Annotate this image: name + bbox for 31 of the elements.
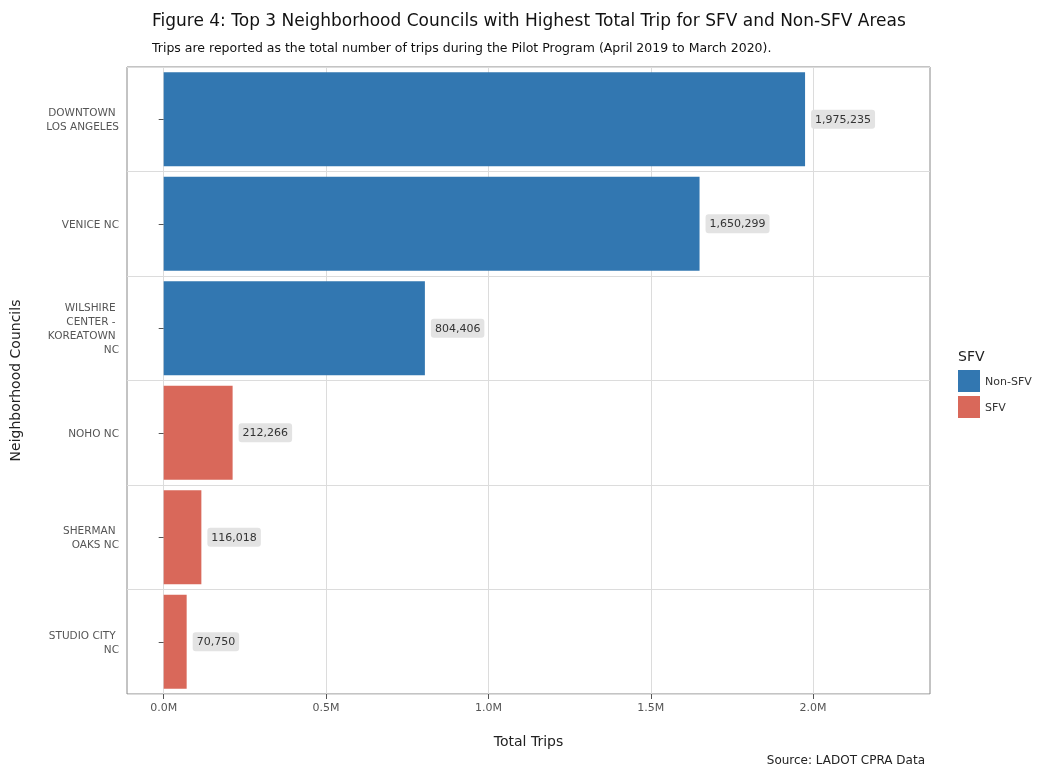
chart-title: Figure 4: Top 3 Neighborhood Councils with Highest Total Trip for SFV and Non-SFV Areas xyxy=(152,9,906,30)
y-tick-label: DOWNTOWN LOS ANGELES xyxy=(46,106,120,133)
source-note: Source: LADOT CPRA Data xyxy=(766,753,925,767)
y-tick-label: NOHO NC xyxy=(68,426,119,439)
y-axis-title: Neighborhood Councils xyxy=(7,299,23,462)
data-label: 70,750 xyxy=(196,635,236,649)
bar xyxy=(163,594,187,689)
x-tick-label: 1.5M xyxy=(637,701,665,714)
x-tick-label: 1.0M xyxy=(474,701,502,714)
legend-label: Non-SFV xyxy=(985,374,1033,388)
legend-title: SFV xyxy=(958,348,985,364)
data-label: 1,650,299 xyxy=(709,217,766,231)
x-tick-label: 0.0M xyxy=(150,701,178,714)
data-label: 116,018 xyxy=(211,530,257,544)
y-tick-label: VENICE NC xyxy=(61,217,119,230)
data-label: 1,975,235 xyxy=(815,112,872,126)
legend-label: SFV xyxy=(985,400,1007,414)
x-tick-label: 0.5M xyxy=(312,701,340,714)
y-tick-label: WILSHIRE CENTER - KOREATOWN NC xyxy=(47,301,119,356)
bar xyxy=(163,281,425,376)
bar xyxy=(163,176,700,271)
bar xyxy=(163,385,233,480)
data-label: 212,266 xyxy=(242,426,289,440)
x-tick-label: 2.0M xyxy=(799,701,827,714)
data-label: 804,406 xyxy=(434,321,481,335)
bar xyxy=(163,72,806,167)
y-tick-label: STUDIO CITY NC xyxy=(48,628,119,655)
chart-subtitle: Trips are reported as the total number of trips during the Pilot Program (April 2019 to March 2020). xyxy=(151,40,772,55)
y-tick-label: SHERMAN OAKS NC xyxy=(63,524,119,551)
bar xyxy=(163,490,202,585)
x-axis-title: Total Trips xyxy=(492,733,564,749)
